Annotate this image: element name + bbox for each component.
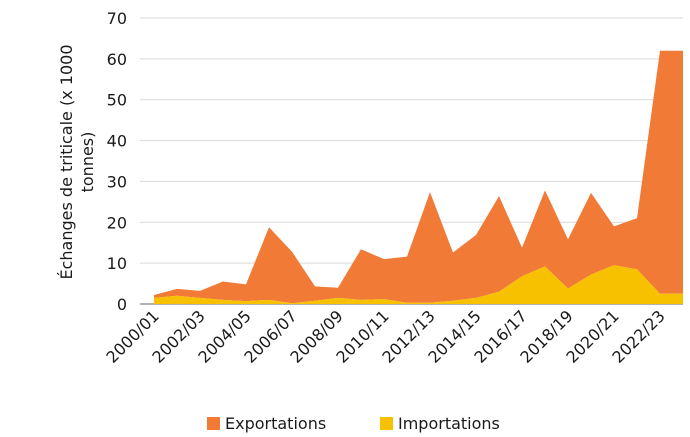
- gridlines: [140, 17, 683, 305]
- y-tick-label: 70: [107, 9, 127, 28]
- legend-swatch-exportations: [207, 417, 220, 430]
- y-tick-label: 0: [117, 295, 127, 314]
- y-tick-label: 10: [107, 254, 127, 273]
- x-axis-ticks: 2000/012002/032004/052006/072008/092010/…: [102, 306, 668, 366]
- area-series-importations: [154, 265, 683, 304]
- y-axis-label-line-2: tonnes): [78, 132, 97, 193]
- y-axis-ticks: 0 10 20 30 40 50 60 70: [107, 9, 127, 314]
- y-tick-label: 30: [107, 172, 127, 191]
- y-tick-label: 40: [107, 132, 127, 151]
- area-series: [154, 50, 683, 304]
- y-tick-label: 60: [107, 50, 127, 69]
- legend: Exportations Importations: [207, 414, 500, 433]
- y-tick-label: 50: [107, 91, 127, 110]
- legend-label-importations: Importations: [398, 414, 500, 433]
- legend-swatch-importations: [380, 417, 393, 430]
- y-axis-label-line-1: Échanges de triticale (x 1000: [57, 44, 76, 279]
- area-series-exportations: [154, 50, 683, 304]
- legend-label-exportations: Exportations: [225, 414, 326, 433]
- y-tick-label: 20: [107, 213, 127, 232]
